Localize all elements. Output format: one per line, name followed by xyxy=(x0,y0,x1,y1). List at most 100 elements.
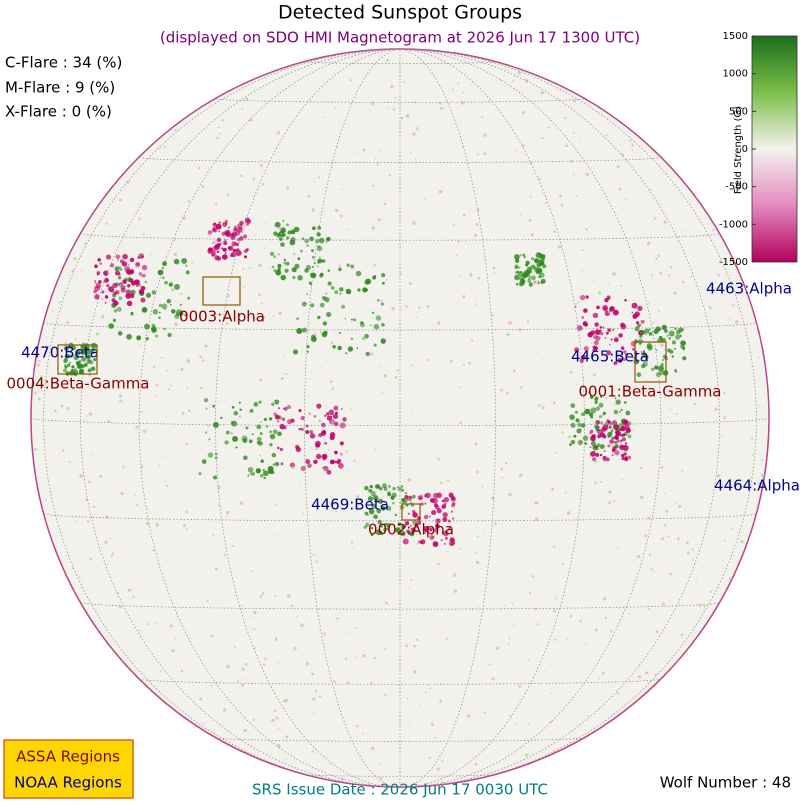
noise-speck xyxy=(293,348,296,351)
noise-speck xyxy=(384,693,387,697)
noise-speck xyxy=(555,452,558,454)
noise-speck xyxy=(300,623,304,628)
magnetic-patch xyxy=(326,412,330,416)
noise-speck xyxy=(349,79,352,82)
noise-speck xyxy=(561,563,564,566)
longitude-line xyxy=(80,49,401,787)
noise-speck xyxy=(101,298,104,301)
noise-speck xyxy=(329,661,332,663)
magnetic-patch xyxy=(284,268,289,273)
magnetic-patch xyxy=(338,331,341,334)
magnetic-patch xyxy=(412,512,418,518)
noise-speck xyxy=(526,320,530,323)
magnetic-patch xyxy=(292,349,299,355)
noise-speck xyxy=(280,232,283,235)
magnetic-patch xyxy=(205,431,208,434)
magnetic-patch xyxy=(383,486,388,491)
noise-speck xyxy=(243,716,245,719)
magnetic-patch xyxy=(347,346,354,352)
magnetic-patch xyxy=(337,345,342,351)
noise-speck xyxy=(761,473,765,478)
noise-speck xyxy=(171,649,175,653)
magnetic-patch xyxy=(441,499,445,503)
noise-speck xyxy=(314,446,319,451)
magnetic-patch xyxy=(623,358,626,362)
noise-speck xyxy=(252,718,255,722)
noise-speck xyxy=(291,466,295,470)
magnetic-patch xyxy=(115,254,121,259)
magnetic-patch xyxy=(279,447,284,452)
magnetic-patch xyxy=(381,483,387,489)
magnetic-patch xyxy=(671,340,676,345)
magnetic-patch xyxy=(118,296,123,301)
magnetic-patch xyxy=(306,293,308,296)
magnetic-patch xyxy=(224,239,227,242)
noise-speck xyxy=(661,602,665,606)
noise-speck xyxy=(261,592,265,596)
noise-speck xyxy=(185,312,189,316)
noise-speck xyxy=(566,638,569,641)
noise-speck xyxy=(475,222,479,227)
noise-speck xyxy=(446,479,450,483)
magnetic-patch xyxy=(310,303,315,308)
magnetic-patch xyxy=(222,254,228,260)
noise-speck xyxy=(313,713,316,715)
noise-speck xyxy=(504,461,508,465)
magnetic-patch xyxy=(63,359,68,364)
noise-speck xyxy=(272,315,275,318)
magnetic-patch xyxy=(525,260,530,266)
magnetic-patch xyxy=(322,454,327,459)
magnetic-patch xyxy=(537,281,540,285)
noise-speck xyxy=(253,610,257,615)
magnetic-patch xyxy=(297,257,301,261)
magnetic-patch xyxy=(603,306,608,312)
magnetic-patch xyxy=(104,277,110,283)
noise-speck xyxy=(108,448,110,450)
noise-speck xyxy=(34,391,37,395)
magnetic-patch xyxy=(151,290,156,295)
magnetic-patch xyxy=(245,426,249,430)
longitude-line xyxy=(43,49,401,786)
noise-speck xyxy=(407,477,412,482)
noise-speck xyxy=(239,501,244,506)
noise-speck xyxy=(554,597,557,600)
noise-speck xyxy=(534,501,538,505)
magnetic-patch xyxy=(674,334,681,340)
noise-speck xyxy=(236,680,240,683)
noise-speck xyxy=(158,464,160,467)
noise-speck xyxy=(669,572,673,576)
magnetic-patch xyxy=(91,366,94,370)
noise-speck xyxy=(119,399,123,403)
noise-speck xyxy=(361,732,364,735)
noise-speck xyxy=(448,541,451,544)
noise-speck xyxy=(110,537,112,540)
magnetic-patch xyxy=(232,248,237,253)
magnetic-patch xyxy=(152,309,159,315)
noise-speck xyxy=(135,504,139,507)
noise-speck xyxy=(594,481,597,485)
noise-speck xyxy=(221,118,224,122)
noise-speck xyxy=(405,644,409,648)
magnetic-patch xyxy=(434,504,440,510)
magnetic-patch xyxy=(281,417,286,421)
magnetic-patch xyxy=(619,444,625,451)
noise-speck xyxy=(723,391,726,395)
noise-speck xyxy=(522,144,525,147)
magnetic-patch xyxy=(674,347,677,350)
magnetic-patch xyxy=(590,407,597,414)
noise-speck xyxy=(338,264,342,268)
noise-speck xyxy=(377,218,381,222)
noise-speck xyxy=(520,386,523,389)
magnetic-patch xyxy=(395,527,401,533)
magnetic-patch xyxy=(519,254,522,257)
noise-speck xyxy=(751,453,754,457)
magnetic-patch xyxy=(127,264,130,266)
magnetic-patch xyxy=(607,297,611,300)
noise-speck xyxy=(607,264,609,267)
magnetic-patch xyxy=(260,459,264,463)
magnetic-patch xyxy=(339,287,344,292)
noise-speck xyxy=(248,266,251,269)
magnetic-patch xyxy=(307,463,312,468)
noise-speck xyxy=(655,630,659,634)
magnetic-patch xyxy=(96,273,99,276)
